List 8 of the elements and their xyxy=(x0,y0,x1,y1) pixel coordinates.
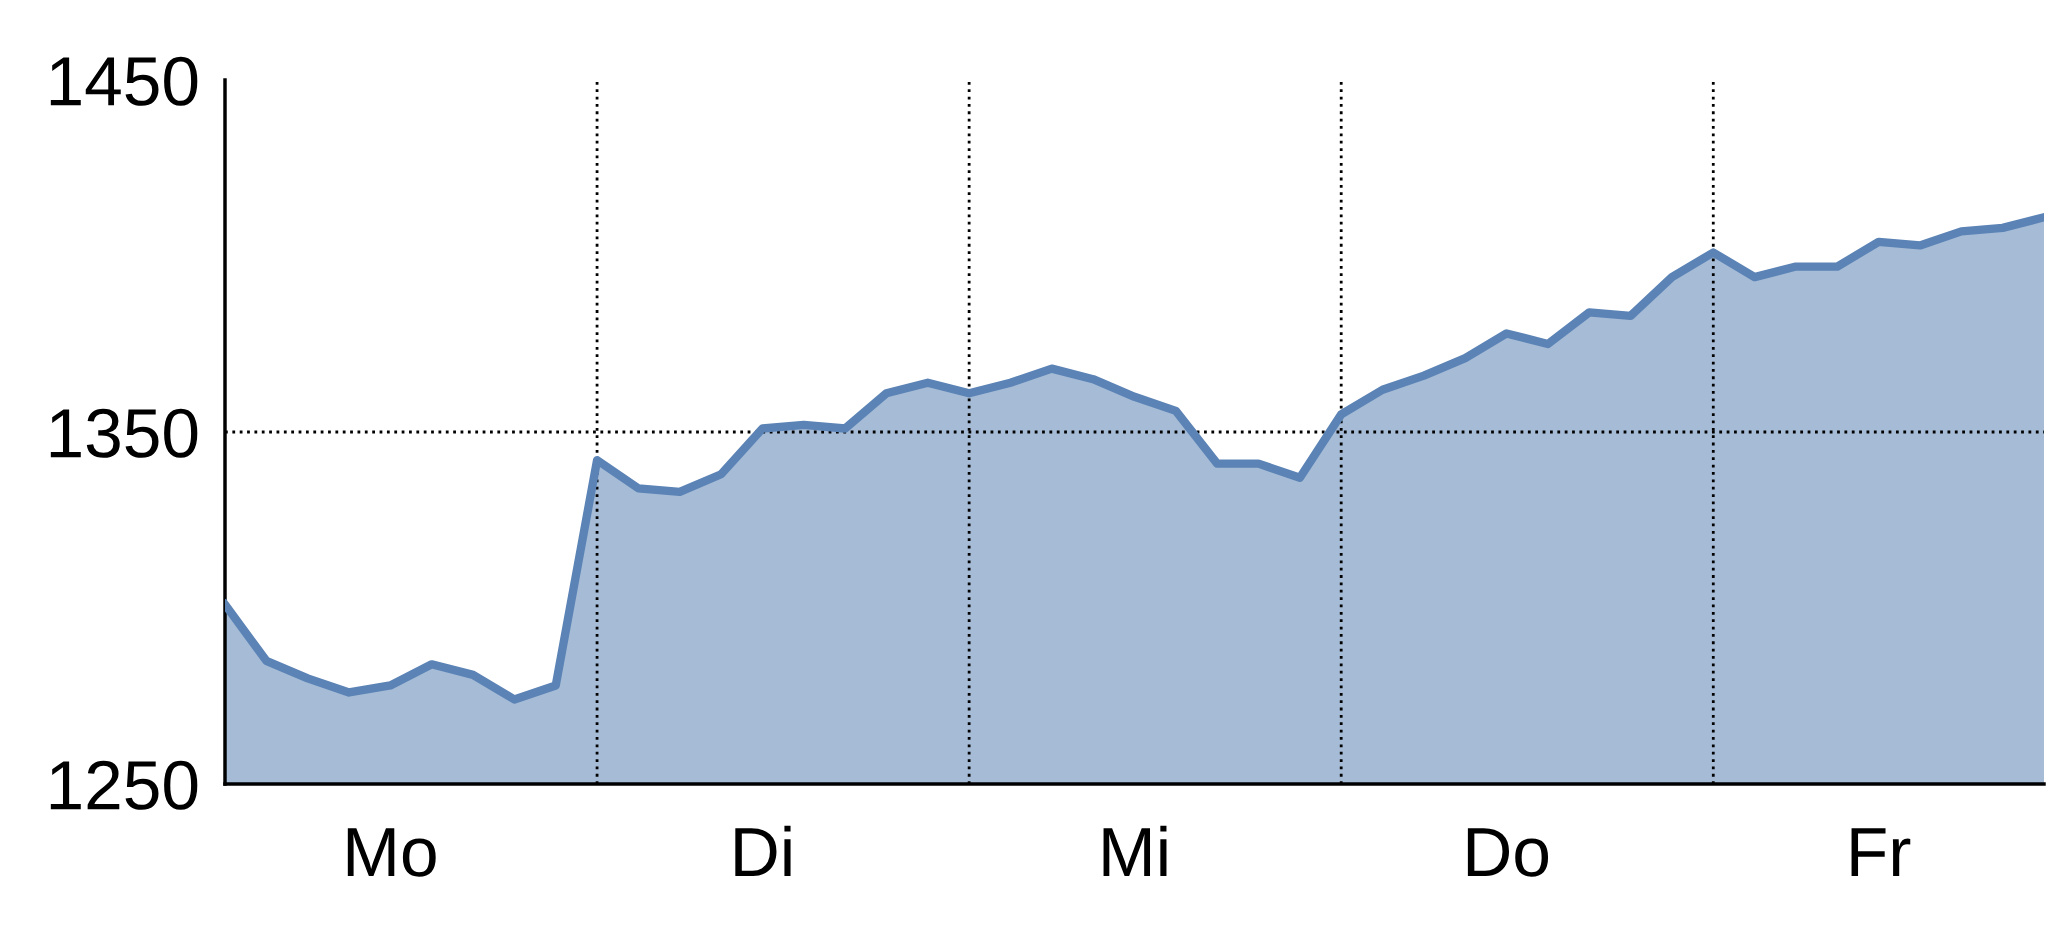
x-tick-label: Mi xyxy=(1103,825,1167,876)
x-tick-label: Do xyxy=(1467,828,1549,877)
x-tick-label: Mo xyxy=(347,828,436,877)
x-tick-label: Di xyxy=(735,825,791,876)
x-tick-label: Fr xyxy=(1851,828,1911,876)
y-tick-label: 1450 xyxy=(50,56,198,106)
y-tick-label: 1350 xyxy=(50,408,198,458)
y-tick-label: 1250 xyxy=(50,760,198,810)
